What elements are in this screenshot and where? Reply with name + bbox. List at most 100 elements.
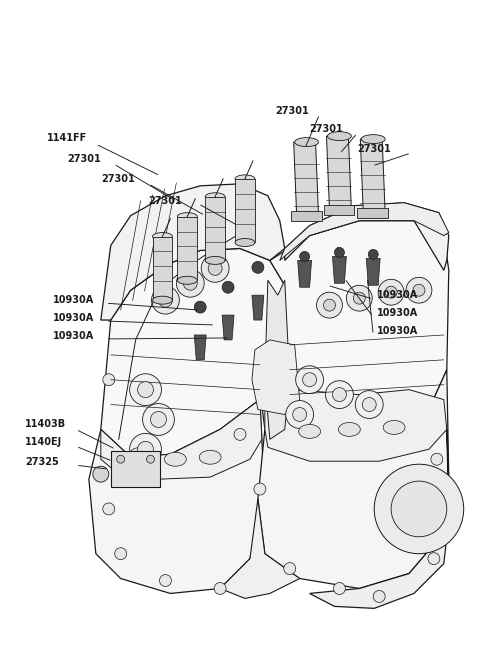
Circle shape bbox=[378, 279, 404, 305]
Circle shape bbox=[293, 407, 307, 421]
Polygon shape bbox=[194, 335, 206, 359]
Text: 27301: 27301 bbox=[357, 144, 391, 154]
Circle shape bbox=[335, 247, 344, 257]
Text: 1141FF: 1141FF bbox=[47, 133, 87, 143]
Text: 10930A: 10930A bbox=[377, 290, 419, 300]
Circle shape bbox=[324, 299, 336, 311]
Circle shape bbox=[431, 453, 443, 465]
Polygon shape bbox=[291, 211, 322, 220]
Text: 10930A: 10930A bbox=[53, 331, 95, 341]
Polygon shape bbox=[285, 203, 449, 270]
Circle shape bbox=[208, 261, 222, 276]
Polygon shape bbox=[280, 203, 449, 260]
Circle shape bbox=[391, 481, 447, 537]
Polygon shape bbox=[178, 216, 197, 280]
Ellipse shape bbox=[130, 447, 152, 461]
Circle shape bbox=[143, 403, 174, 436]
Text: 27325: 27325 bbox=[25, 457, 59, 467]
Circle shape bbox=[222, 281, 234, 293]
Polygon shape bbox=[326, 136, 351, 210]
Polygon shape bbox=[235, 179, 255, 243]
Circle shape bbox=[146, 455, 155, 463]
Circle shape bbox=[103, 503, 115, 515]
Circle shape bbox=[152, 286, 180, 314]
Circle shape bbox=[353, 292, 365, 304]
Polygon shape bbox=[260, 220, 449, 449]
Circle shape bbox=[368, 249, 378, 259]
Polygon shape bbox=[220, 499, 300, 598]
Text: 27301: 27301 bbox=[148, 195, 182, 206]
Text: 10930A: 10930A bbox=[53, 295, 95, 305]
Polygon shape bbox=[153, 237, 172, 300]
Ellipse shape bbox=[361, 134, 385, 144]
Ellipse shape bbox=[235, 239, 255, 247]
Ellipse shape bbox=[153, 297, 172, 304]
Circle shape bbox=[103, 374, 115, 386]
Circle shape bbox=[333, 388, 347, 401]
Circle shape bbox=[159, 575, 171, 586]
Polygon shape bbox=[252, 340, 300, 415]
Text: 1140EJ: 1140EJ bbox=[25, 438, 62, 447]
Polygon shape bbox=[360, 139, 385, 213]
Polygon shape bbox=[310, 430, 449, 608]
Text: 27301: 27301 bbox=[310, 124, 343, 134]
Circle shape bbox=[385, 286, 397, 298]
Circle shape bbox=[214, 583, 226, 594]
Circle shape bbox=[296, 366, 324, 394]
Circle shape bbox=[254, 483, 266, 495]
Circle shape bbox=[302, 373, 316, 386]
Polygon shape bbox=[258, 370, 449, 588]
Circle shape bbox=[286, 401, 313, 428]
Ellipse shape bbox=[205, 193, 225, 201]
Circle shape bbox=[201, 255, 229, 282]
Text: 11403B: 11403B bbox=[25, 419, 66, 430]
Polygon shape bbox=[222, 315, 234, 340]
Polygon shape bbox=[205, 197, 225, 260]
Polygon shape bbox=[333, 256, 347, 283]
Circle shape bbox=[316, 292, 342, 318]
Circle shape bbox=[138, 441, 154, 457]
Ellipse shape bbox=[153, 233, 172, 241]
Polygon shape bbox=[89, 400, 265, 594]
Circle shape bbox=[234, 428, 246, 440]
Polygon shape bbox=[265, 280, 290, 440]
Circle shape bbox=[130, 434, 161, 465]
Circle shape bbox=[362, 398, 376, 411]
Polygon shape bbox=[366, 258, 380, 285]
Circle shape bbox=[334, 583, 346, 594]
Circle shape bbox=[176, 270, 204, 297]
Polygon shape bbox=[101, 184, 285, 320]
Polygon shape bbox=[357, 208, 388, 218]
Ellipse shape bbox=[299, 424, 321, 438]
Polygon shape bbox=[298, 260, 312, 287]
Circle shape bbox=[428, 553, 440, 565]
Ellipse shape bbox=[178, 213, 197, 220]
Circle shape bbox=[347, 285, 372, 311]
Circle shape bbox=[325, 380, 353, 409]
Circle shape bbox=[284, 563, 296, 575]
Circle shape bbox=[355, 390, 383, 419]
Ellipse shape bbox=[295, 138, 319, 146]
Circle shape bbox=[117, 455, 125, 463]
Polygon shape bbox=[294, 142, 319, 216]
Circle shape bbox=[300, 251, 310, 261]
Ellipse shape bbox=[205, 256, 225, 264]
Ellipse shape bbox=[327, 132, 351, 140]
Polygon shape bbox=[111, 451, 160, 487]
Circle shape bbox=[252, 261, 264, 274]
Circle shape bbox=[151, 411, 167, 428]
Circle shape bbox=[138, 382, 154, 398]
Text: 10930A: 10930A bbox=[377, 308, 419, 318]
Circle shape bbox=[406, 277, 432, 303]
Circle shape bbox=[374, 464, 464, 554]
Circle shape bbox=[373, 590, 385, 602]
Ellipse shape bbox=[199, 450, 221, 464]
Polygon shape bbox=[101, 400, 262, 479]
Circle shape bbox=[115, 548, 127, 560]
Text: 10930A: 10930A bbox=[377, 326, 419, 336]
Ellipse shape bbox=[165, 452, 186, 466]
Text: 27301: 27301 bbox=[275, 106, 309, 116]
Ellipse shape bbox=[235, 175, 255, 183]
Polygon shape bbox=[252, 295, 264, 320]
Circle shape bbox=[413, 284, 425, 297]
